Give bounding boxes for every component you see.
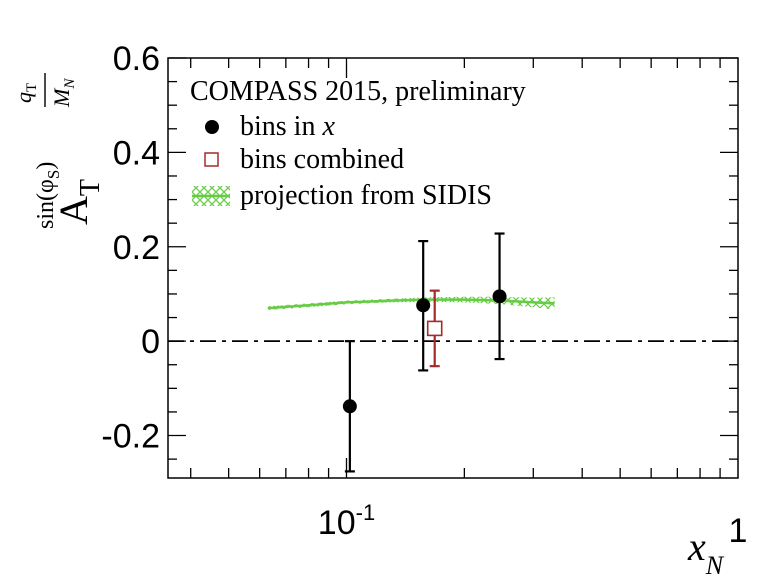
x-axis-title-sub: N	[705, 551, 725, 580]
axis-ticks-layer	[168, 57, 738, 478]
plot-frame	[167, 57, 739, 479]
legend-entry-bins-in-x: bins in x	[240, 111, 335, 142]
y-axis-title-main-sub: T	[75, 179, 106, 196]
y-tick-label-0: 0.6	[113, 40, 160, 78]
legend-marker-filled-circle	[205, 120, 219, 134]
bins-combined-point-0	[426, 320, 443, 337]
y-tick-label-4: -0.2	[101, 418, 160, 456]
legend-entry-projection: projection from SIDIS	[240, 180, 492, 211]
svg-text:AT: AT	[51, 179, 106, 225]
legend-marker-open-square	[204, 152, 219, 167]
x-tick-label-base-1: 1	[729, 512, 748, 550]
y-axis-frac-num-main: q	[11, 92, 36, 103]
y-axis-sup-func-sub: S	[44, 170, 63, 179]
y-axis-frac-den-main: M	[49, 87, 74, 108]
y-axis-frac-den-sub: N	[62, 78, 78, 90]
y-axis-frac-num-sub: T	[24, 83, 40, 92]
sidis-band-layer	[267, 296, 555, 310]
y-axis-frac-num: qT	[11, 83, 40, 103]
x-tick-label-base-0: 10	[318, 504, 356, 542]
bins-in-x-point-1	[416, 298, 431, 313]
y-axis-title-main: A	[51, 196, 96, 225]
y-axis-frac-den: MN	[49, 78, 78, 108]
y-tick-label-3: 0	[141, 323, 160, 361]
y-tick-label-2: 0.2	[113, 229, 160, 267]
bins-in-x-point-2	[492, 289, 507, 304]
bins-in-x-point-0	[342, 399, 357, 414]
data-points-layer	[342, 232, 507, 473]
legend-title: COMPASS 2015, preliminary	[190, 76, 526, 107]
x-tick-label-0: 10-1	[318, 500, 375, 542]
x-axis-title-main: x	[687, 524, 706, 569]
legend-entry-0-text: bins in	[240, 111, 322, 142]
x-tick-label-1: 1	[729, 512, 748, 550]
x-tick-label-exp-0: -1	[356, 500, 376, 525]
y-axis-sup-func: sin(φ	[33, 179, 59, 229]
legend-entry-0-italic: x	[321, 111, 335, 142]
x-tick-labels: 10-1 1	[318, 500, 748, 550]
legend: COMPASS 2015, preliminary bins in x bins…	[190, 76, 526, 211]
y-axis-sup-func-close: )	[33, 162, 59, 170]
y-axis-title: AT sin(φS) qT MN	[11, 73, 106, 229]
y-axis-title-sup: sin(φS)	[33, 162, 63, 229]
y-tick-label-1: 0.4	[113, 134, 160, 172]
x-axis-title: xN	[687, 524, 725, 580]
legend-entry-bins-combined: bins combined	[240, 144, 404, 175]
y-tick-labels: 0.6 0.4 0.2 0 -0.2	[101, 40, 160, 456]
